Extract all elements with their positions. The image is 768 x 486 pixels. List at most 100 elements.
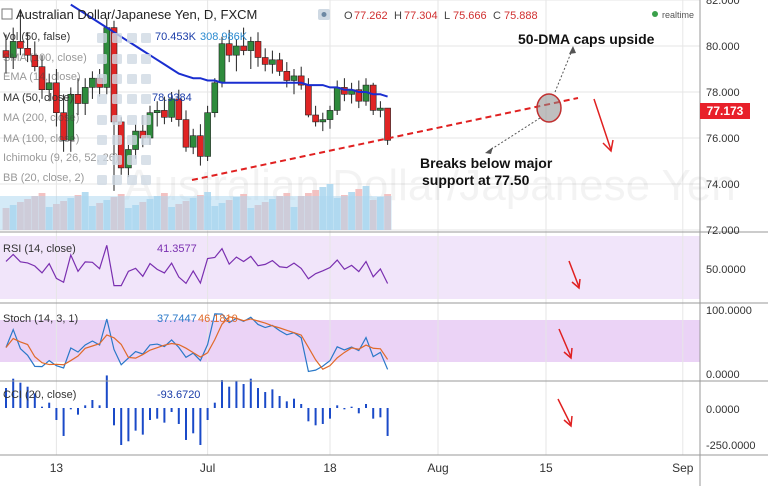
candle-body bbox=[182, 119, 190, 148]
candle-body bbox=[168, 98, 175, 118]
overlay-label[interactable]: EMA (14, close) bbox=[3, 71, 81, 83]
stoch-d-value: 46.1810 bbox=[198, 313, 238, 325]
rsi-value: 41.3577 bbox=[157, 243, 197, 255]
candle-body bbox=[218, 43, 226, 84]
dma-arrowhead bbox=[569, 46, 576, 54]
candle-body bbox=[161, 110, 168, 118]
legend-setting-icon[interactable] bbox=[141, 135, 151, 145]
down-arrow-icon bbox=[568, 260, 581, 290]
legend-setting-icon[interactable] bbox=[141, 115, 151, 125]
candle-body bbox=[175, 98, 183, 120]
cci-axis-label-top: 0.0000 bbox=[706, 404, 740, 416]
stoch-label[interactable]: Stoch (14, 3, 1) bbox=[3, 313, 78, 325]
candle-body bbox=[67, 94, 75, 141]
legend-setting-icon[interactable] bbox=[127, 94, 137, 104]
stoch-axis-label-bottom: 0.0000 bbox=[706, 369, 740, 381]
dma-annotation: 50-DMA caps upside bbox=[518, 31, 655, 47]
legend-setting-icon[interactable] bbox=[141, 175, 151, 185]
last-price-value: 77.173 bbox=[707, 104, 744, 118]
rsi-label[interactable]: RSI (14, close) bbox=[3, 243, 76, 255]
candle-body bbox=[74, 94, 82, 104]
legend-setting-icon[interactable] bbox=[141, 155, 151, 165]
legend-setting-icon[interactable] bbox=[127, 33, 137, 43]
candle-body bbox=[9, 41, 17, 58]
price-tick-label: 76.000 bbox=[706, 133, 740, 145]
overlay-label[interactable]: MA (50, close) bbox=[3, 92, 73, 104]
overlay-label[interactable]: SMA (100, close) bbox=[3, 52, 87, 64]
down-arrow-icon bbox=[558, 328, 573, 360]
candle-body bbox=[31, 54, 39, 68]
x-tick-label: 13 bbox=[50, 461, 64, 475]
ohlc-open-label: O bbox=[344, 10, 353, 22]
cci-label[interactable]: CCI (20, close) bbox=[3, 389, 76, 401]
highlight-circle bbox=[536, 93, 562, 123]
vol-value-1: 70.453K bbox=[155, 31, 197, 43]
x-axis: 13 Jul 18 Aug 15 Sep bbox=[50, 461, 694, 475]
legend-setting-icon[interactable] bbox=[141, 33, 151, 43]
legend-setting-icon[interactable] bbox=[97, 155, 107, 165]
ohlc-high-value: 77.304 bbox=[404, 10, 438, 22]
overlay-label[interactable]: MA (100, close) bbox=[3, 133, 79, 145]
legend-setting-icon[interactable] bbox=[97, 175, 107, 185]
rsi-axis-label: 50.0000 bbox=[706, 264, 746, 276]
stoch-lines bbox=[5, 313, 389, 373]
legend-setting-icon[interactable] bbox=[112, 94, 122, 104]
legend-setting-icon[interactable] bbox=[97, 54, 107, 64]
legend-setting-icon[interactable] bbox=[97, 135, 107, 145]
legend-icons[interactable] bbox=[97, 33, 151, 185]
candle-body bbox=[312, 114, 319, 123]
candle-body bbox=[45, 82, 53, 91]
vol-label[interactable]: Vol (50, false) bbox=[3, 31, 70, 43]
overlay-label[interactable]: BB (20, close, 2) bbox=[3, 172, 84, 184]
overlay-label[interactable]: Ichimoku (9, 26, 52, 26) bbox=[3, 152, 119, 164]
legend-setting-icon[interactable] bbox=[127, 115, 137, 125]
candle-body bbox=[17, 41, 24, 49]
realtime-dot-icon bbox=[652, 11, 658, 17]
legend-setting-icon[interactable] bbox=[127, 74, 137, 84]
candle-body bbox=[276, 59, 283, 72]
candle-body bbox=[369, 84, 377, 111]
overlay-label[interactable]: MA (200, close) bbox=[3, 112, 79, 124]
candle-body bbox=[89, 77, 96, 88]
legend-setting-icon[interactable] bbox=[112, 135, 122, 145]
support-annotation-line-1: Breaks below major bbox=[420, 155, 553, 171]
price-axis: 82.000 80.000 78.000 76.000 74.000 72.000 bbox=[706, 0, 740, 237]
candle-body bbox=[81, 87, 89, 104]
legend-setting-icon[interactable] bbox=[127, 155, 137, 165]
legend-setting-icon[interactable] bbox=[112, 155, 122, 165]
candle-body bbox=[60, 112, 67, 141]
legend-setting-icon[interactable] bbox=[97, 94, 107, 104]
candle-body bbox=[319, 119, 327, 123]
legend-setting-icon[interactable] bbox=[112, 115, 122, 125]
legend-setting-icon[interactable] bbox=[112, 74, 122, 84]
stoch-k-value: 37.7447 bbox=[157, 313, 197, 325]
legend-setting-icon[interactable] bbox=[127, 135, 137, 145]
legend-setting-icon[interactable] bbox=[141, 74, 151, 84]
cci-value: -93.6720 bbox=[157, 389, 200, 401]
candle-body bbox=[326, 110, 334, 120]
candle-body bbox=[254, 41, 262, 58]
candle-body bbox=[384, 107, 391, 141]
cci-axis-label-bottom: -250.0000 bbox=[706, 440, 756, 452]
legend-setting-icon[interactable] bbox=[97, 74, 107, 84]
candle-body bbox=[233, 45, 240, 56]
legend-setting-icon[interactable] bbox=[112, 175, 122, 185]
candle-body bbox=[240, 45, 247, 51]
legend-setting-icon[interactable] bbox=[127, 54, 137, 64]
ohlc-low-value: 75.666 bbox=[453, 10, 487, 22]
legend-setting-icon[interactable] bbox=[141, 54, 151, 64]
volume-bars bbox=[0, 184, 392, 230]
collapse-toggle-icon[interactable] bbox=[1, 8, 13, 20]
legend-setting-icon[interactable] bbox=[127, 175, 137, 185]
ohlc-close-value: 75.888 bbox=[504, 10, 538, 22]
legend-setting-icon[interactable] bbox=[97, 115, 107, 125]
legend-setting-icon[interactable] bbox=[97, 33, 107, 43]
legend-setting-icon[interactable] bbox=[141, 94, 151, 104]
legend-setting-icon[interactable] bbox=[112, 54, 122, 64]
rsi-polyline bbox=[5, 245, 389, 287]
candle-body bbox=[377, 107, 384, 111]
x-tick-label: Aug bbox=[427, 461, 448, 475]
indicator-legend: Vol (50, false) 70.453K 308.986K SMA (10… bbox=[3, 31, 248, 184]
legend-setting-icon[interactable] bbox=[112, 33, 122, 43]
